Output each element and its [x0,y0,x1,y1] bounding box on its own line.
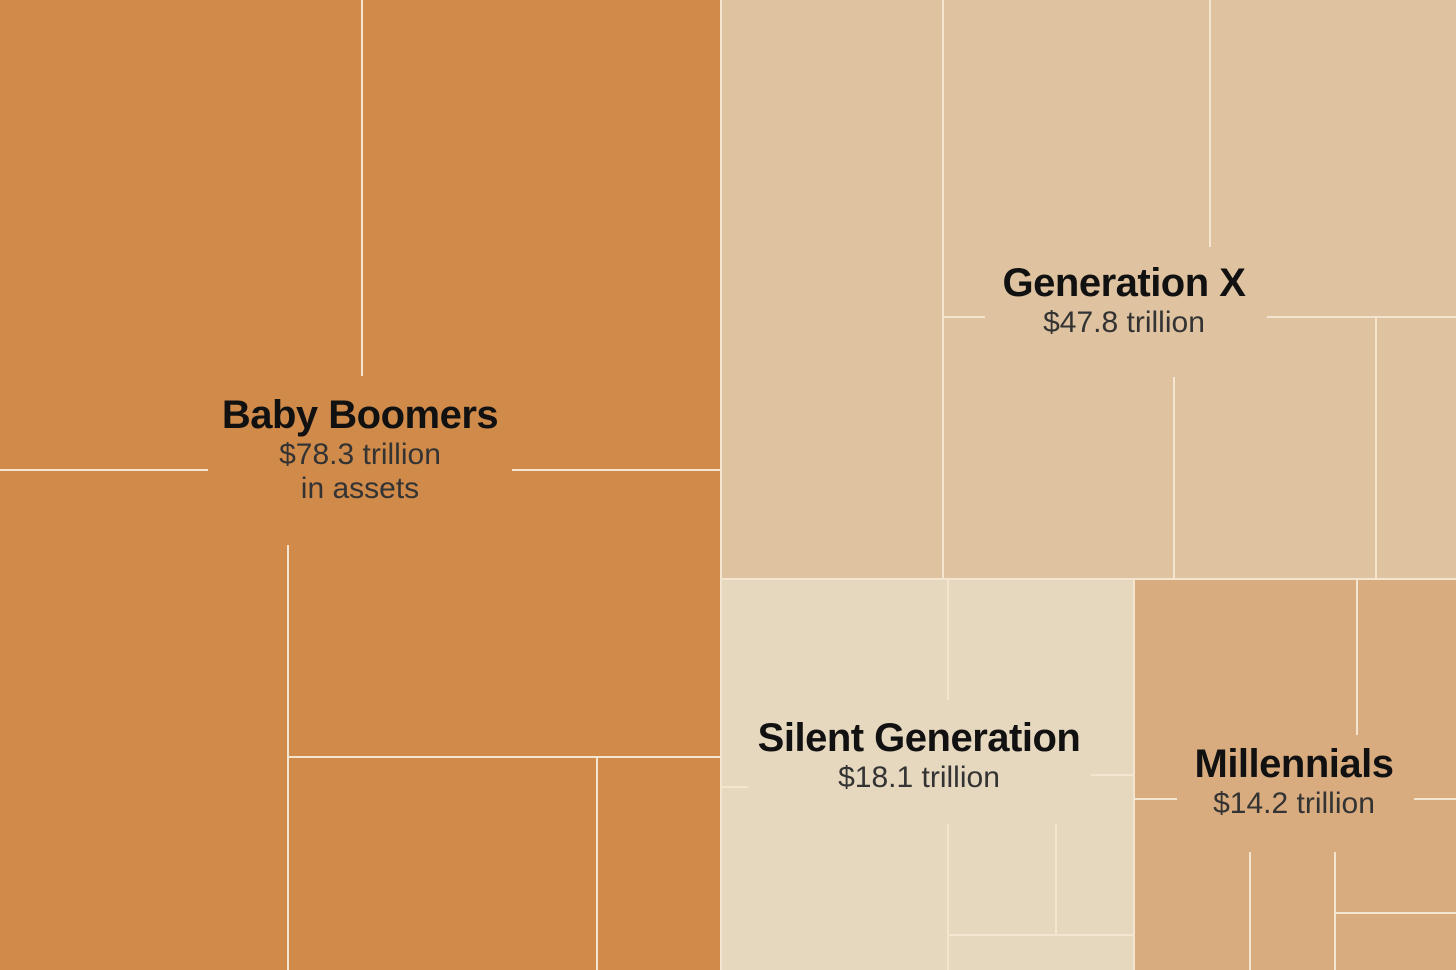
series-name: Silent Generation [757,716,1081,760]
label-generation-x: Generation X $47.8 trillion [992,256,1256,344]
series-value: $14.2 trillion [1213,787,1375,820]
series-name: Generation X [1002,261,1246,305]
series-name: Baby Boomers [221,393,499,437]
label-baby-boomers: Baby Boomers $78.3 trillion in assets [211,388,509,510]
label-silent-generation: Silent Generation $18.1 trillion [747,711,1091,799]
series-name: Millennials [1194,742,1395,786]
label-millennials: Millennials $14.2 trillion [1184,737,1404,825]
series-value: $47.8 trillion [1043,306,1205,339]
series-value: $18.1 trillion [838,761,1000,794]
series-value: $78.3 trillion [279,438,441,471]
series-sublabel: in assets [300,472,420,505]
